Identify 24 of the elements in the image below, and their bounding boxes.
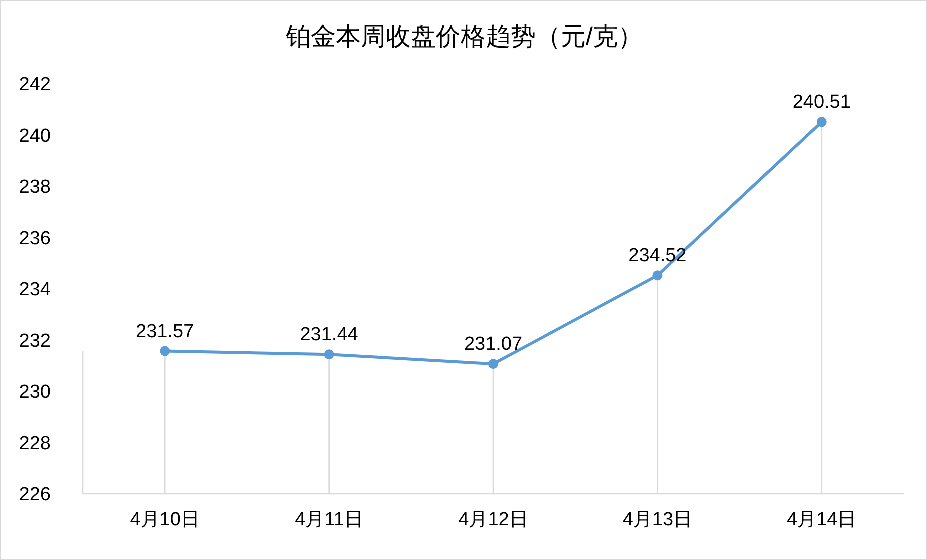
point <box>652 270 663 281</box>
y-tick-label: 242 <box>19 74 51 96</box>
data-label: 231.07 <box>464 334 523 356</box>
data-label: 231.57 <box>136 321 194 342</box>
point <box>816 117 827 128</box>
y-tick-label: 226 <box>19 484 51 506</box>
point <box>488 359 498 370</box>
y-tick-label: 232 <box>19 330 51 352</box>
y-tick-label: 228 <box>19 433 51 454</box>
y-tick-label: 236 <box>19 228 51 250</box>
x-tick-label: 4月11日 <box>295 509 364 530</box>
data-label: 231.44 <box>300 324 359 346</box>
data-label: 240.51 <box>792 92 851 114</box>
point <box>160 346 170 356</box>
point <box>324 350 334 360</box>
x-tick-label: 4月10日 <box>130 509 200 530</box>
x-tick-label: 4月14日 <box>787 509 857 530</box>
x-tick-label: 4月13日 <box>622 509 693 530</box>
x-tick-label: 4月12日 <box>458 509 528 530</box>
y-tick-label: 234 <box>19 280 52 301</box>
y-tick-label: 240 <box>19 126 51 147</box>
chart-title: 铂金本周收盘价格趋势（元/克） <box>285 22 644 53</box>
y-tick-label: 230 <box>19 382 51 404</box>
y-tick-label: 238 <box>19 177 51 198</box>
